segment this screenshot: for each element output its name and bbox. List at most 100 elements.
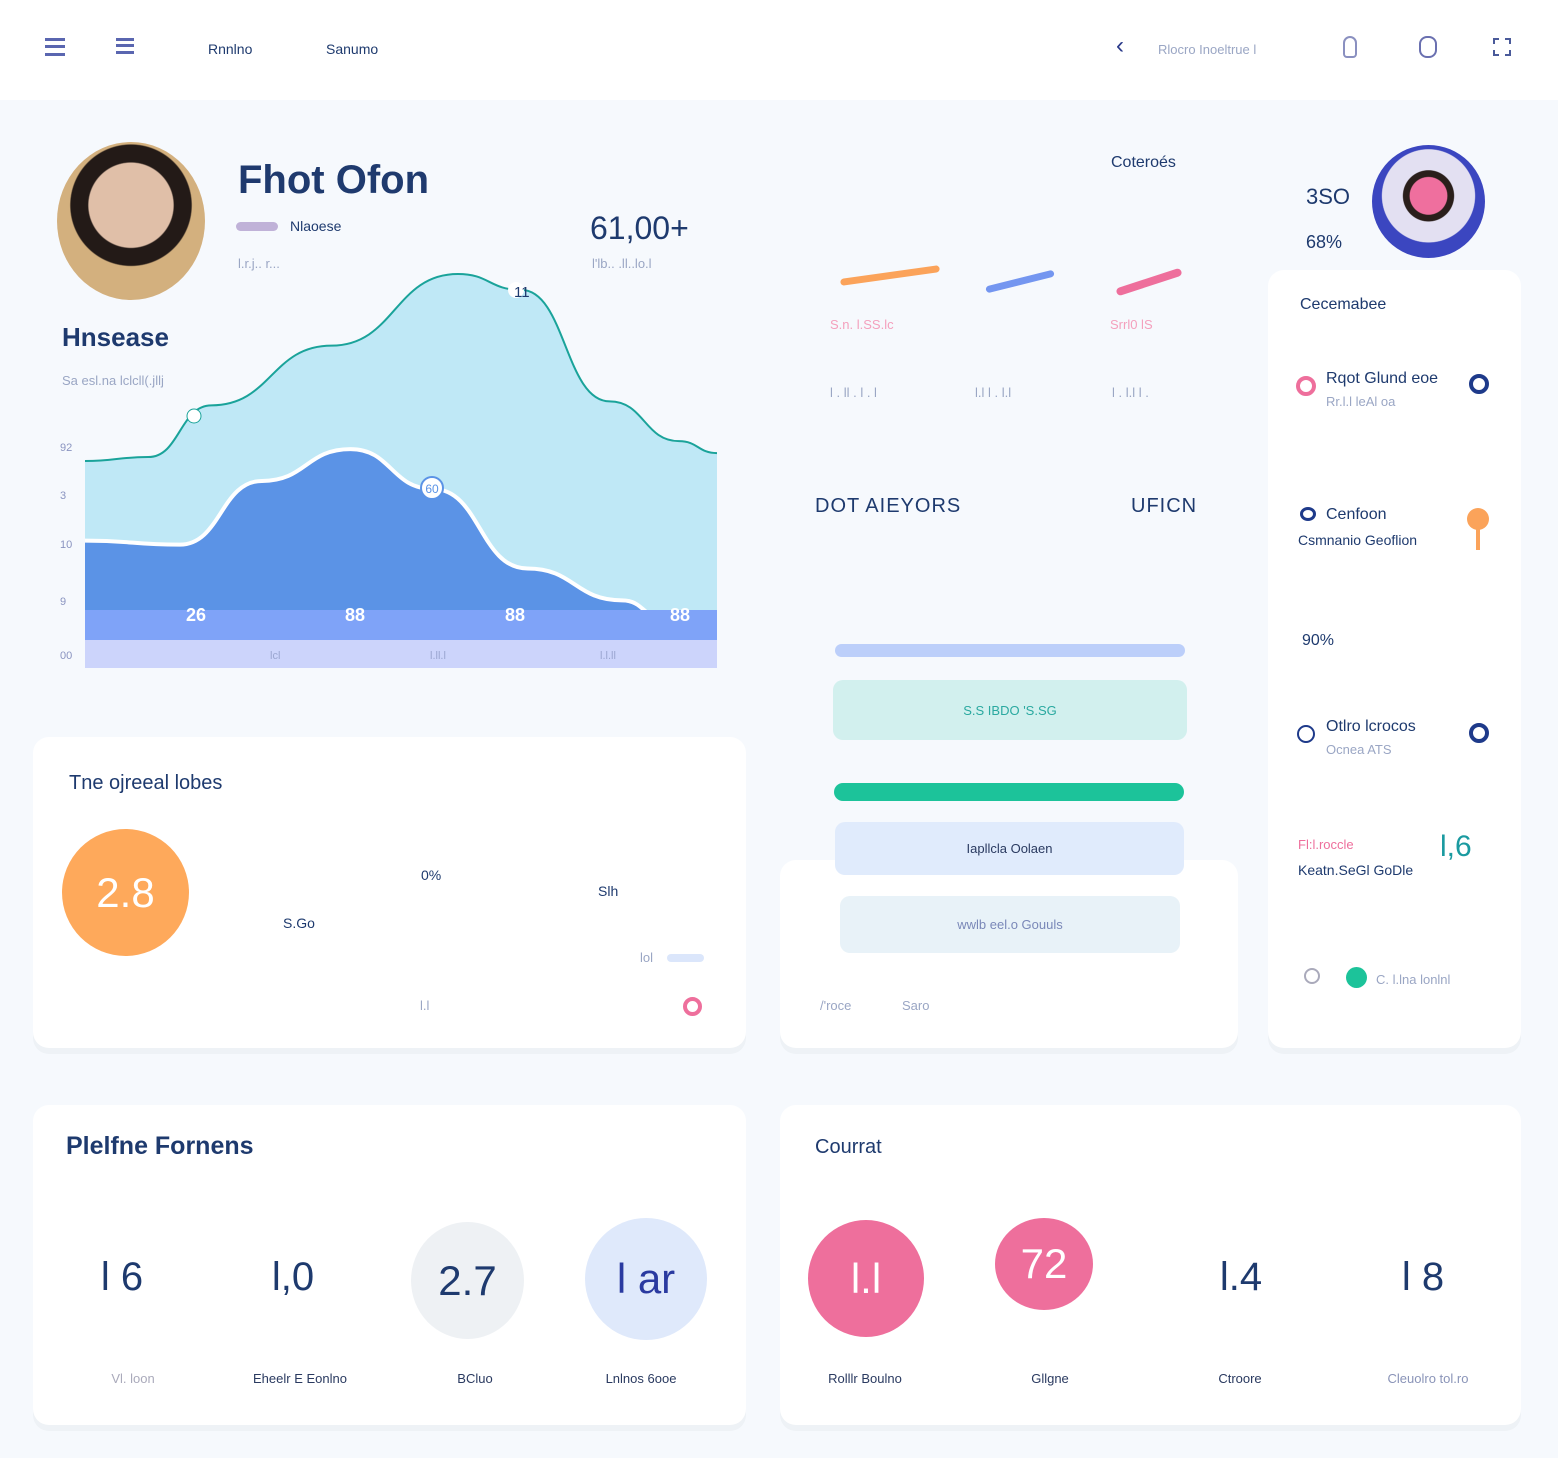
stat-value: 2.7 (411, 1222, 524, 1339)
side-item-title[interactable]: Otlro lcrocos (1326, 718, 1416, 735)
x-tick-label: lcl (270, 650, 280, 662)
circle-icon (1297, 725, 1315, 743)
color-value: l . l.l l . (1112, 385, 1149, 400)
meta-value: l,6 (1440, 830, 1472, 863)
profile-name: Fhot Ofon (238, 158, 430, 202)
secondary-action-button[interactable]: Iapllcla Oolaen (835, 822, 1184, 875)
bottom-left-title: Plelfne Fornens (66, 1132, 254, 1160)
mini-bar (667, 954, 704, 962)
lobes-label: lol (640, 950, 654, 965)
pin-icon[interactable] (1467, 508, 1489, 530)
progress-bar (835, 644, 1185, 657)
actions-card (780, 860, 1238, 1048)
orange-stroke (839, 265, 941, 286)
y-tick-label: 9 (60, 596, 66, 608)
chart-band (85, 610, 717, 640)
colors-title: Coteroés (1111, 154, 1176, 171)
marker (420, 476, 444, 500)
meta-label: Fl:l.roccle (1298, 837, 1354, 852)
x-tick-label: l.ll.l (430, 650, 446, 662)
chart-subtitle: Sa esl.na lclcll(.jllj (62, 373, 164, 388)
menu-icon[interactable] (45, 38, 65, 56)
x-tick-label: l.l.ll (600, 650, 616, 662)
lobes-title: Tne ojreeal lobes (69, 772, 223, 794)
lobes-score: 2.8 (62, 829, 189, 956)
radio-icon[interactable] (1469, 374, 1489, 394)
side-title: Cecemabee (1300, 296, 1387, 313)
radio-icon[interactable] (1469, 723, 1489, 743)
side-percent: 68% (1306, 232, 1343, 252)
chart-band-base (85, 640, 717, 668)
lobes-label: S.Go (283, 915, 315, 931)
profile-sub: l.r.j.. r... (238, 256, 280, 271)
stat-caption: Gllgne (1031, 1371, 1069, 1386)
blue-stroke (985, 269, 1055, 294)
series-line-top (84, 272, 718, 463)
nav-item[interactable]: Sanumo (326, 41, 379, 57)
stat-caption: BCluo (457, 1371, 493, 1386)
stat-value: 72 (995, 1218, 1093, 1310)
stat-caption: Eheelr E Eonlno (253, 1371, 347, 1386)
progress-bar-filled (834, 783, 1184, 801)
lightbulb-icon[interactable] (1343, 36, 1357, 58)
stat-value: l ar (585, 1218, 707, 1340)
peak-marker (508, 282, 524, 298)
y-tick-label: 3 (60, 490, 66, 502)
side-panel (1268, 270, 1521, 1048)
list-icon[interactable] (116, 38, 134, 54)
avatar-secondary (1372, 145, 1485, 258)
circle-icon (1300, 507, 1316, 521)
stat-caption: Ctroore (1218, 1371, 1262, 1386)
back-chevron-icon[interactable]: ‹ (1116, 32, 1124, 59)
point-label: 26 (186, 605, 206, 625)
side-percent-2: 90% (1302, 632, 1335, 649)
marker-label: 60 (425, 482, 439, 496)
stat-value: l 6 (100, 1255, 144, 1299)
pin-stem (1476, 528, 1480, 550)
lock-icon[interactable] (1419, 36, 1437, 58)
color-value: l . ll . l . l (830, 385, 877, 400)
actions-heading: DOT AIEYORS (815, 495, 962, 517)
tertiary-action-button[interactable]: wwlb eel.o Gouuls (840, 896, 1180, 953)
side-item-sub: Csmnanio Geoflion (1298, 532, 1418, 548)
pink-ring-icon[interactable] (683, 997, 702, 1016)
lobes-label: Slh (598, 883, 619, 899)
top-nav: Rnnlno Sanumo ‹ Rlocro Inoeltrue l (0, 0, 1558, 100)
stat-caption: Rolllr Boulno (828, 1371, 902, 1386)
stat-value: l.4 (1219, 1255, 1263, 1299)
meta-sub: Keatn.SeGl GoDle (1298, 862, 1414, 878)
avatar (57, 142, 205, 300)
point-label: 88 (505, 605, 525, 625)
y-tick-label: 10 (60, 539, 72, 551)
actions-heading-right: UFICN (1131, 495, 1198, 517)
total-sub: l'lb.. .ll..lo.l (592, 256, 652, 271)
total-value: 61,00+ (590, 210, 689, 246)
point-label: 88 (670, 605, 690, 625)
color-label: S.n. l.SS.lc (830, 317, 894, 332)
side-item-sub: Rr.l.l leAl oa (1326, 394, 1396, 409)
status-text: C. l.lna lonlnl (1376, 972, 1451, 987)
pink-ring-icon (1296, 376, 1316, 396)
search-input[interactable]: Rlocro Inoeltrue l (1158, 42, 1257, 57)
grid-icon[interactable] (1493, 38, 1511, 56)
profile-tag: Nlaoese (290, 218, 342, 234)
y-tick-label: 00 (60, 650, 72, 662)
primary-action-button[interactable]: S.S IBDO 'S.SG (833, 680, 1187, 740)
stat-value: l.l (808, 1220, 924, 1337)
refresh-icon[interactable] (1304, 968, 1320, 984)
tag-swatch (236, 222, 278, 231)
lobes-label: l.l (420, 998, 430, 1013)
area-chart: 92 3 10 9 00 lcl l.ll.l l.l.ll 26 88 88 88 11 60 (60, 272, 718, 668)
footer-link[interactable]: Saro (902, 998, 930, 1013)
footer-link[interactable]: /'roce (820, 998, 852, 1013)
status-dot (1346, 967, 1367, 988)
marker-label: 11 (514, 284, 530, 301)
nav-item[interactable]: Rnnlno (208, 41, 253, 57)
side-item-title[interactable]: Cenfoon (1326, 506, 1387, 523)
side-item-title[interactable]: Rqot Glund eoe (1326, 370, 1439, 387)
chart-title: Hnsease (62, 322, 169, 352)
side-number: 3SO (1306, 184, 1351, 209)
marker (186, 408, 202, 424)
stat-value: l,0 (271, 1255, 315, 1299)
stat-caption: Vl. loon (111, 1371, 155, 1386)
